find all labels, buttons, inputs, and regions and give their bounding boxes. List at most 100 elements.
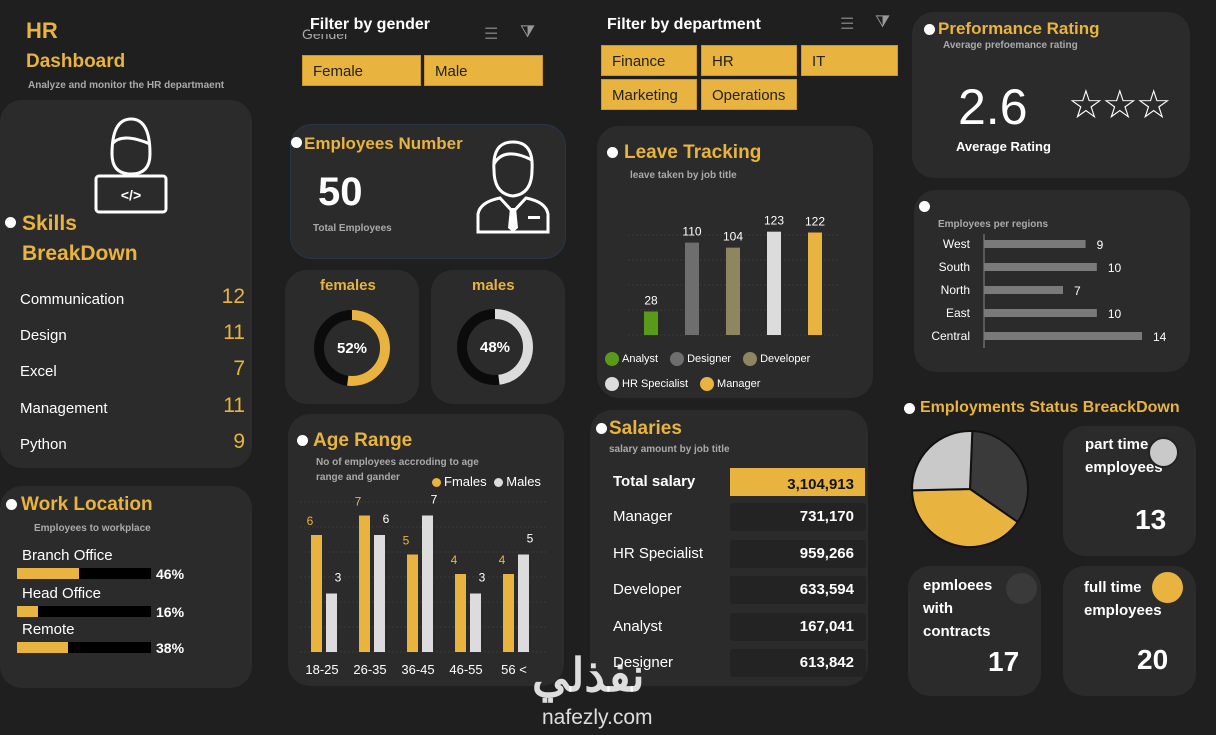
females-percent: 52% xyxy=(336,340,368,357)
age-bar-label: 3 xyxy=(335,571,342,585)
region-bar xyxy=(984,332,1142,340)
salary-value-box: 167,041 xyxy=(730,612,866,641)
slicer-hr-button[interactable]: HR xyxy=(701,45,797,76)
legend-item: Developer xyxy=(743,352,811,367)
employees-marker xyxy=(291,137,302,148)
work-location-card xyxy=(0,486,252,688)
multiselect-icon[interactable]: ☰ xyxy=(484,26,499,43)
age-bar-label: 6 xyxy=(307,514,314,528)
legend-label: Manager xyxy=(717,378,761,390)
skill-name: Design xyxy=(20,327,67,344)
legend-item: Analyst xyxy=(605,352,659,367)
salary-row: Designer 613,842 xyxy=(608,649,866,677)
status-marker xyxy=(904,403,915,414)
legend-swatch-males xyxy=(494,478,504,488)
age-bar-label: 4 xyxy=(451,553,458,567)
skills-card xyxy=(0,100,252,468)
age-bar xyxy=(503,574,514,652)
region-bar xyxy=(984,263,1097,271)
skill-row: Design 11 xyxy=(20,321,245,351)
legend-label: Developer xyxy=(760,353,811,365)
leave-bar xyxy=(644,311,658,335)
salary-row: Developer 633,594 xyxy=(608,576,866,604)
legend-label: Analyst xyxy=(622,353,659,365)
skill-value: 9 xyxy=(233,430,245,453)
age-bar-label: 7 xyxy=(355,495,362,509)
region-bar xyxy=(984,286,1063,294)
salary-value: 633,594 xyxy=(799,581,854,598)
contracts-label: epmloees with contracts xyxy=(923,577,993,640)
location-bar-fill xyxy=(17,642,68,653)
clear-filter-icon[interactable]: ⧩ xyxy=(875,12,891,31)
status-title: Employments Status BreackDown xyxy=(920,399,1180,416)
pie-slice xyxy=(911,430,974,492)
pie-slice xyxy=(910,487,1020,548)
age-range-title: Age Range xyxy=(313,430,413,451)
location-percent: 38% xyxy=(156,640,185,656)
location-name: Branch Office xyxy=(22,547,113,564)
performance-marker xyxy=(924,24,935,35)
males-label: males xyxy=(472,277,515,294)
leave-bar xyxy=(808,232,822,335)
skill-row: Python 9 xyxy=(20,430,245,460)
location-bar-fill xyxy=(17,568,79,579)
slicer-female-button[interactable]: Female xyxy=(302,55,421,86)
location-name: Remote xyxy=(22,621,75,638)
males-percent: 48% xyxy=(479,339,511,356)
age-bar xyxy=(422,515,433,652)
salary-value-box: 613,842 xyxy=(730,649,866,677)
pie-slice xyxy=(968,430,1029,524)
contracts-swatch xyxy=(1006,573,1037,604)
leave-bar xyxy=(767,231,781,335)
salary-value-box: 731,170 xyxy=(730,503,866,531)
age-bar xyxy=(518,554,529,652)
employees-count: 50 xyxy=(318,170,363,214)
multiselect-icon[interactable]: ☰ xyxy=(840,16,855,33)
gender-filter-title: Filter by gender xyxy=(310,16,435,34)
regions-subtitle: Employees per regions xyxy=(938,219,1049,230)
age-bar xyxy=(359,515,370,652)
slicer-finance-button[interactable]: Finance xyxy=(601,45,697,76)
salaries-marker xyxy=(596,423,607,434)
legend-swatch xyxy=(743,352,758,367)
region-value: 14 xyxy=(1153,330,1167,344)
performance-subtitle: Average prefoemance rating xyxy=(943,40,1078,51)
employees-title: Employees Number xyxy=(304,134,463,153)
salary-value: 167,041 xyxy=(799,617,854,635)
clear-filter-icon[interactable]: ⧩ xyxy=(520,22,536,41)
performance-label: Average Rating xyxy=(956,139,1051,154)
skills-marker xyxy=(5,217,16,228)
part-time-swatch xyxy=(1148,437,1179,468)
leave-bar xyxy=(685,242,699,335)
developer-icon: </> xyxy=(94,117,168,214)
age-range-subtitle: No of employees accroding to age range a… xyxy=(316,457,479,483)
slicer-male-button[interactable]: Male xyxy=(424,55,543,86)
legend-label: Designer xyxy=(687,353,732,365)
regions-marker xyxy=(919,201,930,212)
skill-name: Excel xyxy=(20,363,57,380)
star-icon: ☆ xyxy=(1135,83,1172,127)
region-value: 10 xyxy=(1108,261,1122,275)
slicer-marketing-button[interactable]: Marketing xyxy=(601,79,697,110)
region-label: North xyxy=(941,283,970,297)
work-location-subtitle: Employees to workplace xyxy=(34,523,151,534)
dashboard-tagline: Analyze and monitor the HR departmaent xyxy=(28,80,225,91)
total-salary-value: 3,104,913 xyxy=(787,476,854,493)
watermark-latin: nafezly.com xyxy=(542,706,653,729)
age-bar xyxy=(470,593,481,652)
star-icon: ☆ xyxy=(1101,83,1138,127)
age-bar-label: 4 xyxy=(499,553,506,567)
skill-row: Excel 7 xyxy=(20,357,245,387)
females-label: females xyxy=(320,277,376,294)
slicer-it-button[interactable]: IT xyxy=(801,45,898,76)
salary-job: HR Specialist xyxy=(613,544,704,562)
region-label: East xyxy=(946,306,971,320)
age-bar xyxy=(407,554,418,652)
age-bar-label: 5 xyxy=(403,534,410,548)
slicer-operations-button[interactable]: Operations xyxy=(701,79,797,110)
age-range-legend: Fmales Males xyxy=(432,474,541,489)
skill-name: Communication xyxy=(20,291,125,308)
salary-row: HR Specialist 959,266 xyxy=(608,539,866,568)
leave-tracking-subtitle: leave taken by job title xyxy=(630,170,737,181)
